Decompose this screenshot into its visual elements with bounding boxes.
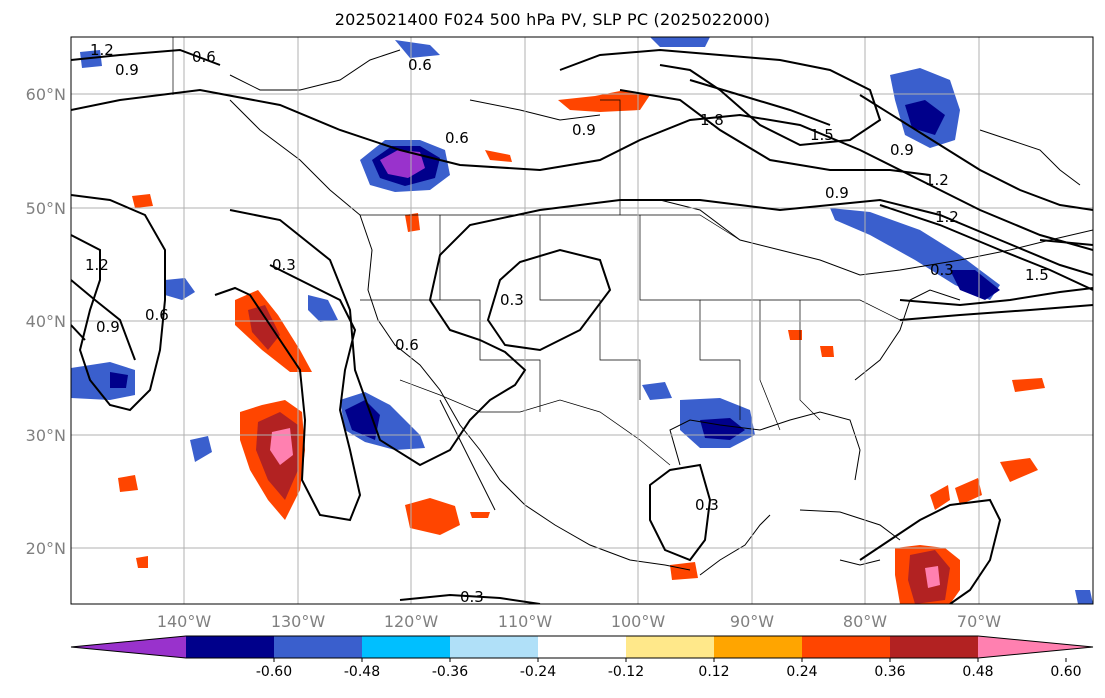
longitude-labels: 140°W 130°W 120°W 110°W 100°W 90°W 80°W … [157,612,1001,631]
colorbar-tick-label: -0.48 [344,664,380,680]
contour-label: 0.3 [500,291,524,309]
lon-label: 70°W [957,612,1001,631]
colorbar-tick-label: 0.36 [874,664,905,680]
contour-label: 0.9 [115,61,139,79]
contour-label: 0.3 [272,256,296,274]
slp-contours [71,48,1093,604]
lon-label: 120°W [384,612,439,631]
contour-label: 1.5 [810,126,834,144]
contour-label: 1.2 [90,41,114,59]
contour-label: 0.3 [695,496,719,514]
contour-label: 0.6 [408,56,432,74]
colorbar-segment [538,636,627,658]
colorbar-tick-label: -0.12 [608,664,644,680]
colorbar [70,635,1094,659]
colorbar-tick-label: 0.48 [962,664,993,680]
gridlines [71,37,1093,604]
colorbar-tick-label: 0.12 [698,664,729,680]
lon-label: 80°W [843,612,887,631]
lat-label: 20°N [26,539,66,558]
colorbar-segment [890,636,979,658]
colorbar-tick-label: 0.60 [1050,664,1081,680]
contour-label: 0.9 [890,141,914,159]
colorbar-extend-min [71,636,186,658]
colorbar-tick-label: 0.24 [786,664,817,680]
lon-label: 140°W [157,612,212,631]
contour-label: 0.3 [460,588,484,606]
colorbar-ticks: -0.60 -0.48 -0.36 -0.24 -0.12 0.12 0.24 0.36 0.4… [256,658,1082,680]
contour-label: 0.9 [825,184,849,202]
coastlines [229,49,1093,576]
colorbar-segment [362,636,451,658]
colorbar-segment [186,636,275,658]
colorbar-tick-label: -0.60 [256,664,292,680]
lat-label: 60°N [26,85,66,104]
colorbar-extend-max [978,636,1093,658]
contour-labels: 1.2 0.9 0.6 0.6 0.9 1.8 1.5 0.9 1.2 0.9 … [85,41,1049,606]
lat-label: 30°N [26,426,66,445]
contour-label: 1.5 [1025,266,1049,284]
contour-label: 0.3 [930,261,954,279]
map-title: 2025021400 F024 500 hPa PV, SLP PC (2025… [334,10,771,29]
lat-label: 50°N [26,199,66,218]
lon-label: 90°W [730,612,774,631]
contour-label: 0.9 [96,318,120,336]
colorbar-segment [714,636,803,658]
pv-shading [71,37,1093,604]
contour-label: 0.6 [145,306,169,324]
map-frame [70,36,1094,605]
contour-label: 0.9 [572,121,596,139]
colorbar-segment [274,636,363,658]
colorbar-tick-label: -0.24 [520,664,556,680]
colorbar-segment [450,636,539,658]
colorbar-tick-label: -0.36 [432,664,468,680]
contour-label: 1.2 [85,256,109,274]
contour-label: 1.2 [935,208,959,226]
contour-label: 1.2 [925,171,949,189]
contour-label: 1.8 [700,111,724,129]
contour-label: 0.6 [395,336,419,354]
lon-label: 110°W [498,612,553,631]
colorbar-segment [802,636,891,658]
lat-label: 40°N [26,312,66,331]
colorbar-outline [70,635,1094,659]
latitude-labels: 60°N 50°N 40°N 30°N 20°N [26,85,66,558]
contour-label: 0.6 [192,48,216,66]
lon-label: 130°W [271,612,326,631]
lon-label: 100°W [611,612,666,631]
colorbar-segment [626,636,715,658]
contour-label: 0.6 [445,129,469,147]
